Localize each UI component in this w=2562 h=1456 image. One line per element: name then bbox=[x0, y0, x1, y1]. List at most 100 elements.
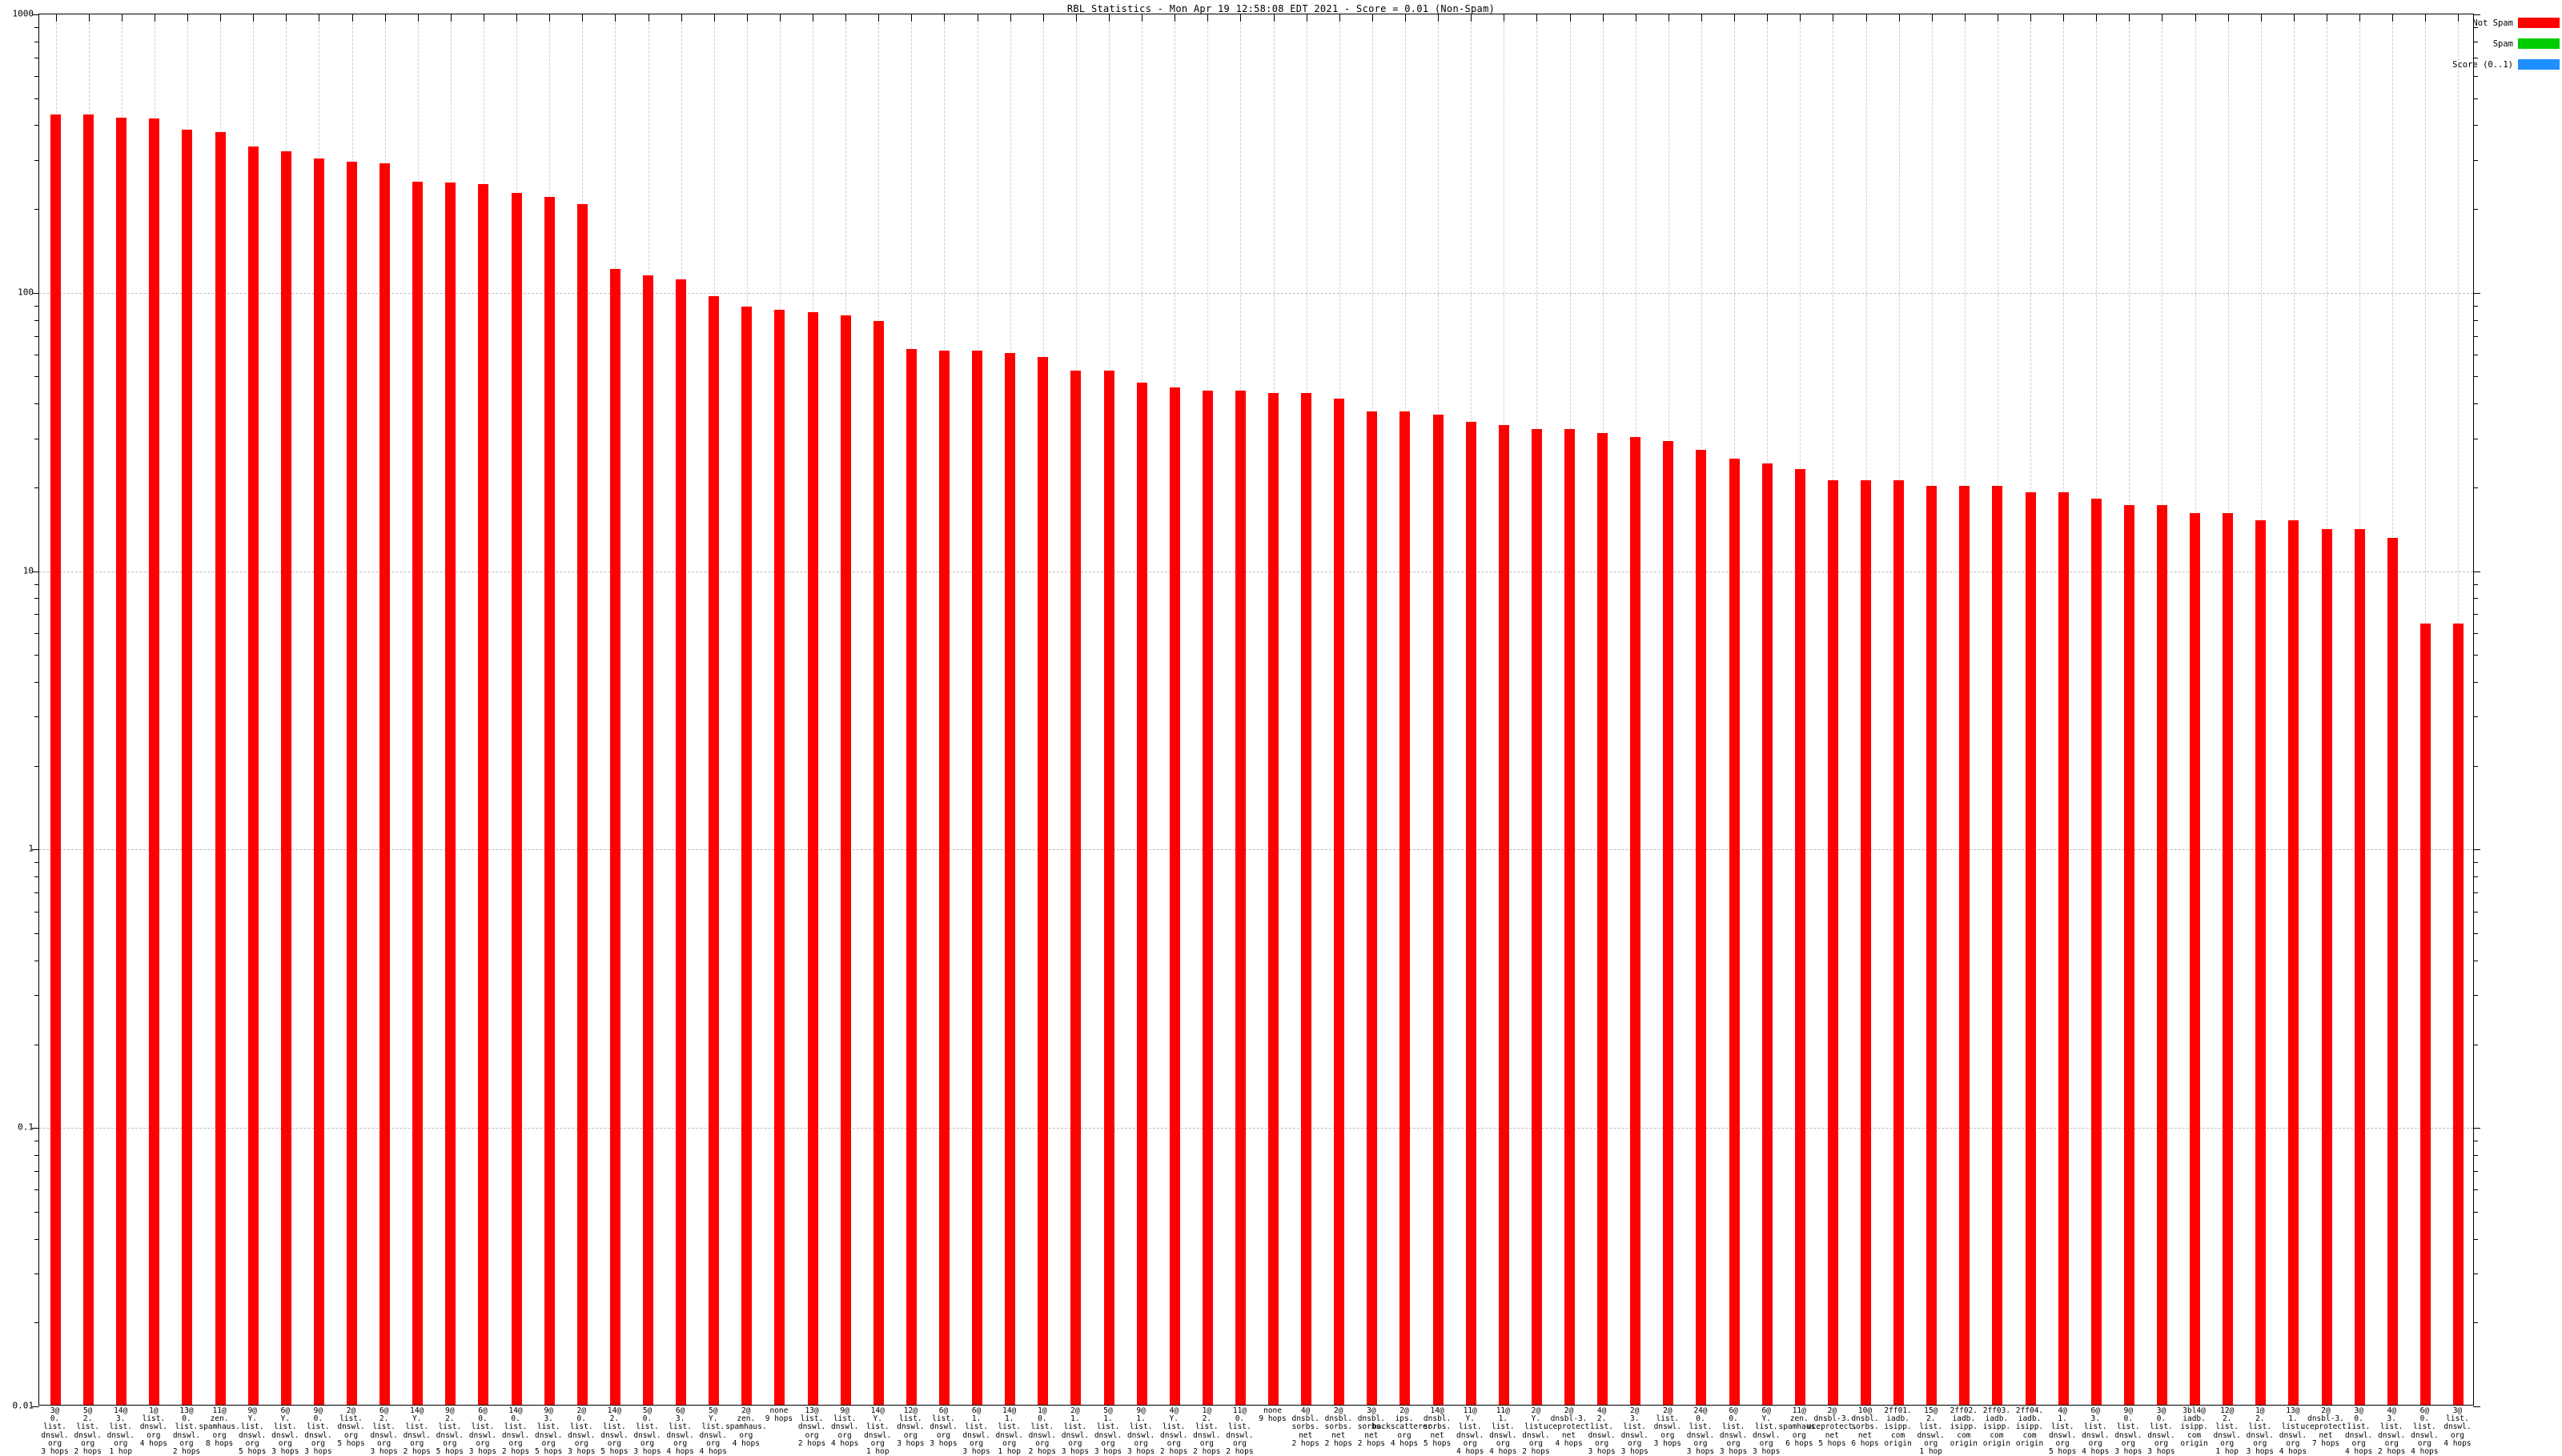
x-axis-tick-label-line: 4 hops bbox=[2344, 1447, 2373, 1456]
bar[interactable] bbox=[1465, 421, 1476, 1405]
bar[interactable] bbox=[1827, 479, 1838, 1405]
x-axis-tick-label-line: list. bbox=[1524, 1422, 1548, 1432]
bar[interactable] bbox=[1926, 485, 1938, 1405]
bar[interactable] bbox=[412, 181, 424, 1405]
bar[interactable] bbox=[709, 295, 720, 1405]
bar[interactable] bbox=[347, 161, 358, 1405]
bar[interactable] bbox=[1597, 432, 1608, 1405]
bar[interactable] bbox=[1564, 428, 1576, 1405]
x-axis-tick-label: 3@ list. dnswl. org 4 hops bbox=[2444, 1406, 2471, 1448]
x-axis-tick-label-line: 2 hops bbox=[1324, 1438, 1352, 1448]
bar[interactable] bbox=[1367, 411, 1378, 1405]
bar[interactable] bbox=[1861, 479, 1871, 1405]
bar[interactable] bbox=[280, 151, 291, 1405]
bar[interactable] bbox=[478, 184, 489, 1405]
x-axis-tick-label-line: 4 hops bbox=[1456, 1447, 1484, 1456]
x-axis-tick-label: 2@ dnsbl-3. uceprotect. net 4 hops bbox=[1544, 1406, 1594, 1448]
bar[interactable] bbox=[2090, 498, 2102, 1405]
bar[interactable] bbox=[2123, 505, 2134, 1405]
bar[interactable] bbox=[1992, 485, 2003, 1405]
x-axis-tick-label-line: org bbox=[278, 1438, 292, 1448]
bar[interactable] bbox=[643, 275, 653, 1405]
bar[interactable] bbox=[313, 158, 324, 1405]
bar[interactable] bbox=[972, 351, 983, 1405]
bar[interactable] bbox=[2190, 512, 2201, 1405]
bar[interactable] bbox=[1399, 411, 1411, 1405]
bar[interactable] bbox=[676, 279, 687, 1405]
bar[interactable] bbox=[1301, 393, 1312, 1405]
x-axis-tick-label: 12@ 2. list. dnswl. org 1 hop bbox=[2214, 1406, 2241, 1456]
bar[interactable] bbox=[2288, 520, 2299, 1405]
bar[interactable] bbox=[2387, 537, 2398, 1405]
bar[interactable] bbox=[2156, 505, 2167, 1405]
bar[interactable] bbox=[1794, 468, 1805, 1405]
bar[interactable] bbox=[1663, 440, 1674, 1405]
bar[interactable] bbox=[1038, 357, 1049, 1405]
bar[interactable] bbox=[774, 309, 785, 1405]
x-axis-tick-top bbox=[1964, 14, 1966, 22]
bar[interactable] bbox=[2354, 528, 2365, 1405]
bar[interactable] bbox=[938, 351, 950, 1405]
x-axis-tick-top bbox=[55, 14, 57, 22]
bar[interactable] bbox=[1202, 390, 1213, 1405]
bar[interactable] bbox=[1268, 393, 1279, 1405]
bar[interactable] bbox=[50, 114, 62, 1405]
bar[interactable] bbox=[1070, 370, 1082, 1405]
bar[interactable] bbox=[1103, 370, 1114, 1405]
bar[interactable] bbox=[1630, 436, 1641, 1405]
bar[interactable] bbox=[1959, 485, 1970, 1405]
bar[interactable] bbox=[873, 321, 884, 1405]
x-axis-tick-label-line: 1. bbox=[2058, 1414, 2067, 1424]
x-axis-tick-top bbox=[1898, 14, 1900, 22]
bar[interactable] bbox=[609, 269, 620, 1405]
x-axis-tick-label-line: dnswl. bbox=[2344, 1430, 2373, 1440]
bar[interactable] bbox=[1432, 415, 1444, 1405]
bar[interactable] bbox=[1005, 352, 1016, 1405]
bar[interactable] bbox=[807, 312, 818, 1405]
bar[interactable] bbox=[182, 130, 193, 1405]
bar[interactable] bbox=[116, 118, 127, 1405]
x-axis-tick-label-line: 2. bbox=[2222, 1414, 2232, 1424]
bar[interactable] bbox=[576, 203, 588, 1405]
bar[interactable] bbox=[379, 163, 391, 1405]
bar[interactable] bbox=[1235, 390, 1246, 1405]
bar[interactable] bbox=[1761, 463, 1773, 1405]
bar[interactable] bbox=[1334, 399, 1345, 1405]
x-axis-tick-label-line: dnswl. bbox=[2279, 1430, 2307, 1440]
bar[interactable] bbox=[1893, 479, 1905, 1405]
bar[interactable] bbox=[215, 132, 226, 1405]
bar[interactable] bbox=[1729, 459, 1740, 1405]
bar[interactable] bbox=[247, 146, 259, 1405]
bar[interactable] bbox=[840, 315, 851, 1405]
bar[interactable] bbox=[1531, 428, 1542, 1405]
bar[interactable] bbox=[741, 307, 753, 1405]
bar[interactable] bbox=[445, 182, 456, 1405]
bar[interactable] bbox=[2321, 528, 2332, 1405]
bar[interactable] bbox=[2419, 624, 2431, 1405]
bar[interactable] bbox=[906, 349, 917, 1405]
bar[interactable] bbox=[1169, 387, 1180, 1405]
x-axis-tick-label-line: list. bbox=[2215, 1422, 2239, 1432]
bar[interactable] bbox=[149, 118, 160, 1405]
bar[interactable] bbox=[1498, 425, 1509, 1405]
x-axis-tick-label-line: org bbox=[1101, 1438, 1115, 1448]
x-axis-tick-top bbox=[2063, 14, 2065, 22]
bar[interactable] bbox=[2452, 624, 2464, 1405]
x-axis-tick-label-line: 1. bbox=[1136, 1414, 1146, 1424]
bar[interactable] bbox=[83, 114, 94, 1405]
bar[interactable] bbox=[2058, 491, 2069, 1405]
bar[interactable] bbox=[544, 197, 555, 1405]
bar[interactable] bbox=[1696, 449, 1707, 1405]
x-axis-tick-label-line: 4 hops bbox=[1489, 1447, 1517, 1456]
bar[interactable] bbox=[511, 192, 522, 1405]
bar[interactable] bbox=[2255, 520, 2267, 1405]
x-axis-tick-label-line: org bbox=[179, 1438, 194, 1448]
x-axis-tick-label-line: 2 hops bbox=[1291, 1438, 1319, 1448]
x-axis-tick-label-line: 3 hops bbox=[930, 1438, 958, 1448]
x-axis-tick-label-line: 2@ bbox=[1399, 1406, 1409, 1415]
bar[interactable] bbox=[2025, 491, 2036, 1405]
bar[interactable] bbox=[1136, 382, 1147, 1405]
x-axis-tick-label: 9@ 2. list. dnswl. org 5 hops bbox=[436, 1406, 464, 1456]
y-axis-minor-tick-right bbox=[2473, 933, 2478, 935]
bar[interactable] bbox=[2223, 512, 2234, 1405]
